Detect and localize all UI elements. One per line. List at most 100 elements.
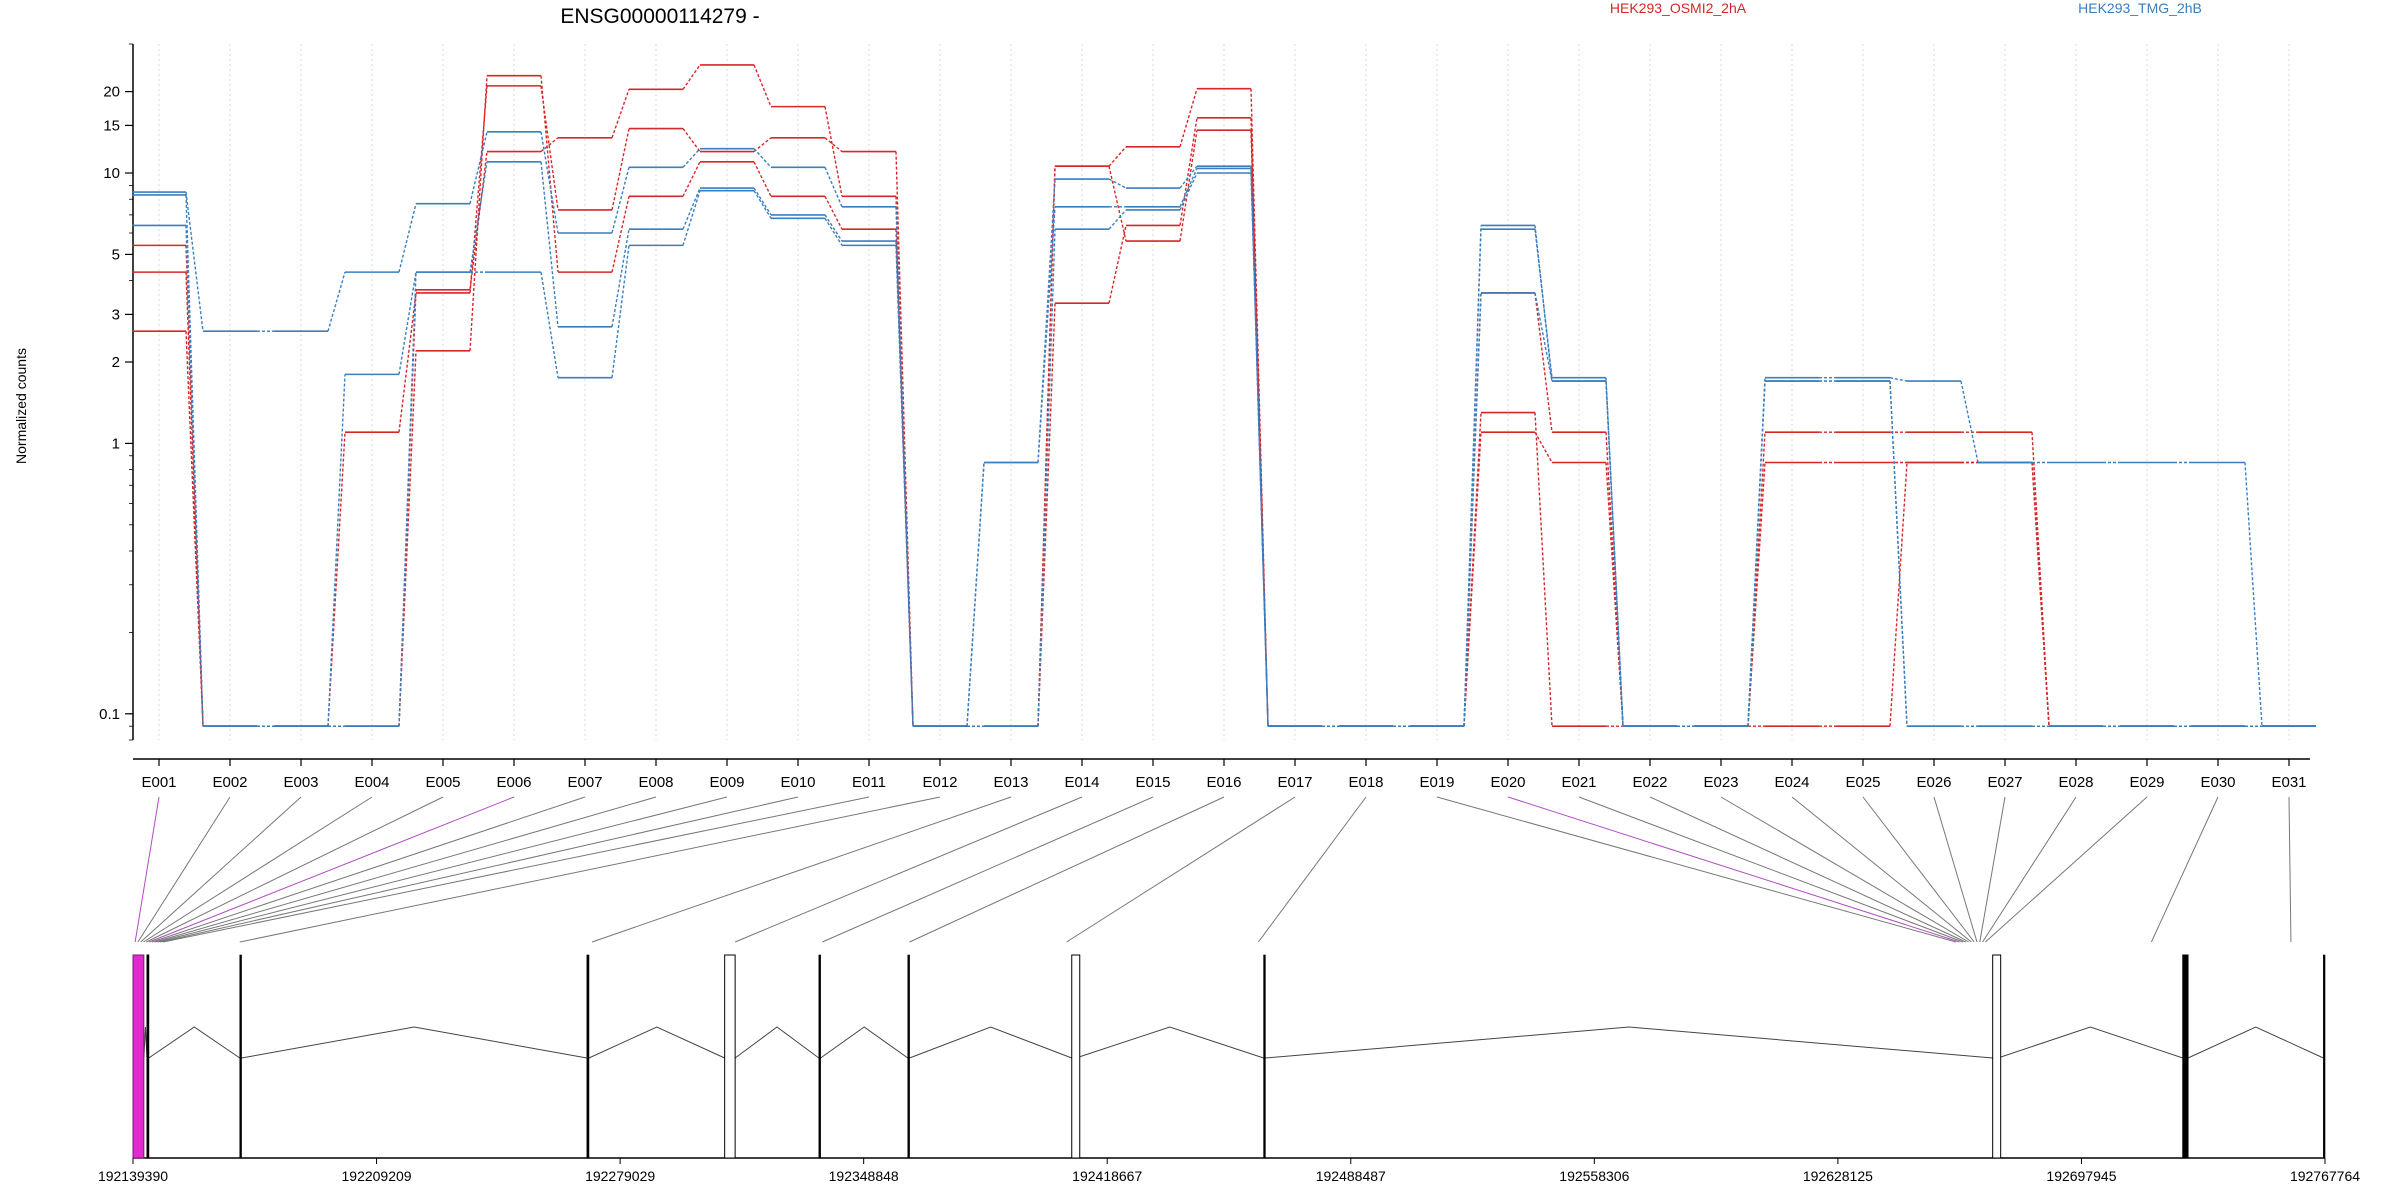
x-tick-label-e006: E006 bbox=[496, 774, 531, 791]
x-tick-label-e012: E012 bbox=[922, 774, 957, 791]
connector-e027 bbox=[1979, 796, 2006, 943]
series-transition bbox=[895, 241, 914, 727]
intron bbox=[588, 1026, 725, 1059]
series-transition bbox=[398, 203, 417, 273]
y-tick-label: 15 bbox=[103, 117, 120, 134]
series-transition bbox=[1747, 381, 1766, 727]
series-transition bbox=[540, 161, 559, 327]
x-tick-label-e010: E010 bbox=[780, 774, 815, 791]
series-transition bbox=[1889, 381, 1908, 727]
series-transition bbox=[1960, 380, 1979, 463]
genomic-tick-label: 192139390 bbox=[98, 1168, 168, 1184]
intron bbox=[148, 1026, 241, 1059]
legend-entry-osmi2: HEK293_OSMI2_2hA bbox=[1610, 0, 1747, 16]
connector-e015 bbox=[822, 796, 1154, 943]
x-tick-label-e029: E029 bbox=[2129, 774, 2164, 791]
connector-e014 bbox=[734, 796, 1083, 943]
x-tick-label-e013: E013 bbox=[993, 774, 1028, 791]
series-transition bbox=[1250, 172, 1269, 727]
series-transition bbox=[682, 187, 701, 230]
intron bbox=[820, 1026, 909, 1059]
series-transition bbox=[1108, 146, 1127, 167]
series-transition bbox=[1037, 166, 1056, 727]
series-transition bbox=[2031, 462, 2050, 727]
series-transition bbox=[469, 131, 488, 204]
x-tick-label-e014: E014 bbox=[1064, 774, 1099, 791]
intron bbox=[1075, 1026, 1264, 1059]
x-axis: E001 E002 E003 E004 E005 E006 E007 E008 E009 E010… bbox=[133, 758, 2310, 791]
series-transition bbox=[682, 64, 701, 90]
x-tick-label-e011: E011 bbox=[852, 774, 886, 791]
series-transition bbox=[1037, 206, 1056, 463]
genomic-tick-label: 192488487 bbox=[1316, 1168, 1386, 1184]
connector-e008 bbox=[154, 796, 657, 943]
x-tick-label-e024: E024 bbox=[1774, 774, 1809, 791]
series-transition bbox=[185, 225, 204, 727]
x-tick-label-e031: E031 bbox=[2271, 774, 2306, 791]
series-transition bbox=[1463, 225, 1482, 727]
connector-e004 bbox=[143, 796, 373, 943]
series-transition bbox=[824, 106, 843, 197]
intron bbox=[2187, 1026, 2324, 1059]
series-transition bbox=[682, 128, 701, 153]
exon-block bbox=[1263, 954, 1266, 1159]
exon-block bbox=[2323, 954, 2326, 1159]
series-transition bbox=[1179, 117, 1198, 226]
y-axis-label: Normalized counts bbox=[13, 348, 29, 464]
series-transition bbox=[1534, 431, 1553, 463]
series-transition bbox=[753, 64, 772, 107]
connector-e026 bbox=[1933, 796, 1978, 943]
intron bbox=[143, 1026, 148, 1059]
y-tick-label: 1 bbox=[112, 435, 120, 452]
exon-connector-lines bbox=[134, 796, 2292, 943]
series-transition bbox=[327, 374, 346, 727]
connector-e016 bbox=[909, 796, 1225, 943]
series-transition bbox=[327, 271, 346, 332]
exon-block bbox=[239, 954, 242, 1159]
series-6 bbox=[132, 172, 2316, 727]
x-tick-label-e005: E005 bbox=[425, 774, 460, 791]
series-transition bbox=[682, 190, 701, 246]
series-transition bbox=[895, 245, 914, 727]
x-tick-label-e027: E027 bbox=[1987, 774, 2022, 791]
series-transition bbox=[966, 462, 985, 727]
series-transition bbox=[327, 432, 346, 727]
series-transition bbox=[682, 161, 701, 197]
connector-e005 bbox=[146, 796, 444, 943]
y-axis: 0.1 1 2 3 5 10 15 20 bbox=[99, 43, 134, 741]
intron bbox=[1265, 1026, 1993, 1059]
connector-e006 bbox=[148, 796, 515, 943]
series-transition bbox=[398, 272, 417, 375]
series-transition bbox=[1108, 178, 1127, 189]
series-transition bbox=[540, 75, 559, 273]
series-transition bbox=[1889, 462, 1908, 727]
series-transition bbox=[753, 137, 772, 153]
series-transition bbox=[824, 214, 843, 242]
series-transition bbox=[540, 131, 559, 234]
series-transition bbox=[1108, 166, 1127, 242]
exon-block bbox=[818, 954, 821, 1159]
series-transition bbox=[611, 128, 630, 211]
x-tick-label-e028: E028 bbox=[2058, 774, 2093, 791]
connector-e024 bbox=[1791, 796, 1972, 943]
x-tick-label-e023: E023 bbox=[1703, 774, 1738, 791]
series-transition bbox=[1037, 303, 1056, 727]
series-transition bbox=[611, 245, 630, 378]
connector-e012 bbox=[239, 796, 941, 943]
series-transition bbox=[1605, 381, 1624, 727]
series-transition bbox=[1179, 130, 1198, 242]
genomic-tick-label: 192209209 bbox=[342, 1168, 412, 1184]
series-transition bbox=[1179, 88, 1198, 148]
x-tick-label-e017: E017 bbox=[1277, 774, 1312, 791]
series-transition bbox=[753, 187, 772, 216]
series-transition bbox=[824, 137, 843, 153]
exon-block bbox=[724, 954, 736, 1159]
plot-grid bbox=[158, 44, 2290, 740]
series-transition bbox=[185, 331, 204, 727]
connector-e018 bbox=[1257, 796, 1367, 943]
genomic-tick-label: 192767764 bbox=[2290, 1168, 2360, 1184]
series-transition bbox=[895, 206, 914, 727]
series-transition bbox=[1108, 209, 1127, 230]
x-tick-label-e019: E019 bbox=[1419, 774, 1454, 791]
